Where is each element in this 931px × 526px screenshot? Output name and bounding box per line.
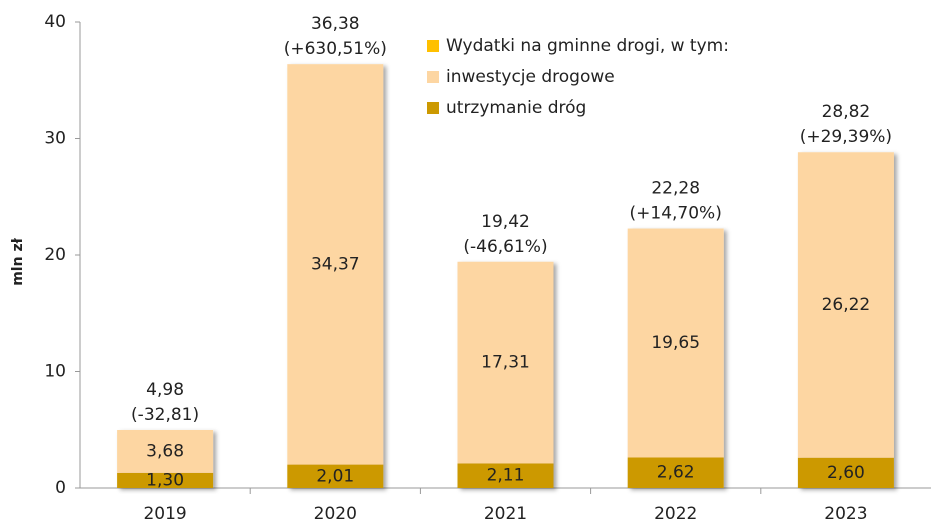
- bar-stack: [627, 228, 724, 488]
- bar-segment: [797, 152, 894, 458]
- segment-label: 2,11: [487, 466, 525, 486]
- segment-label: 2,62: [657, 463, 695, 483]
- legend-label: utrzymanie dróg: [446, 98, 586, 118]
- x-tick-label: 2019: [143, 504, 186, 524]
- segment-label: 34,37: [311, 254, 360, 274]
- total-label: 19,42: [481, 212, 530, 232]
- change-label: (+14,70%): [630, 203, 722, 223]
- total-label: 28,82: [822, 102, 871, 122]
- bar-segment: [117, 429, 214, 473]
- bar-segment: [797, 457, 894, 488]
- legend-swatch: [427, 40, 439, 52]
- legend-label: Wydatki na gminne drogi, w tym:: [446, 36, 729, 56]
- x-tick-label: 2020: [314, 504, 357, 524]
- y-axis-label: mln zł: [10, 237, 26, 285]
- change-label: (-32,81): [131, 405, 199, 425]
- segment-label: 17,31: [481, 353, 530, 373]
- bar-segment: [287, 464, 384, 488]
- legend-label: inwestycje drogowe: [446, 67, 615, 87]
- segment-label: 2,01: [316, 466, 354, 486]
- segment-label: 1,30: [146, 470, 184, 490]
- y-tick-label: 40: [44, 12, 66, 32]
- change-label: (+29,39%): [800, 127, 892, 147]
- segment-label: 3,68: [146, 441, 184, 461]
- change-label: (-46,61%): [463, 237, 547, 257]
- x-tick-label: 2022: [654, 504, 697, 524]
- change-label: (+630,51%): [284, 39, 387, 59]
- legend-box: [415, 30, 783, 126]
- bar-segment: [117, 472, 214, 488]
- segment-label: 2,60: [827, 463, 865, 483]
- total-label: 4,98: [146, 380, 184, 400]
- x-tick-label: 2021: [484, 504, 527, 524]
- bar-stack: [117, 429, 214, 488]
- y-tick-label: 10: [44, 362, 66, 382]
- bar-stack: [797, 152, 894, 488]
- legend-swatch: [427, 102, 439, 114]
- bar-segment: [627, 457, 724, 488]
- legend-swatch: [427, 71, 439, 83]
- bar-segment: [457, 463, 554, 488]
- x-tick-label: 2023: [824, 504, 867, 524]
- segment-label: 26,22: [822, 295, 871, 315]
- bar-segment: [627, 228, 724, 458]
- bar-segment: [457, 261, 554, 464]
- bar-segment: [287, 64, 384, 465]
- total-label: 36,38: [311, 14, 360, 34]
- segment-label: 19,65: [651, 333, 700, 353]
- bar-stack: [287, 64, 384, 488]
- bar-stack: [457, 261, 554, 488]
- y-tick-label: 0: [55, 478, 66, 498]
- total-label: 22,28: [651, 178, 700, 198]
- y-tick-label: 20: [44, 245, 66, 265]
- y-tick-label: 30: [44, 129, 66, 149]
